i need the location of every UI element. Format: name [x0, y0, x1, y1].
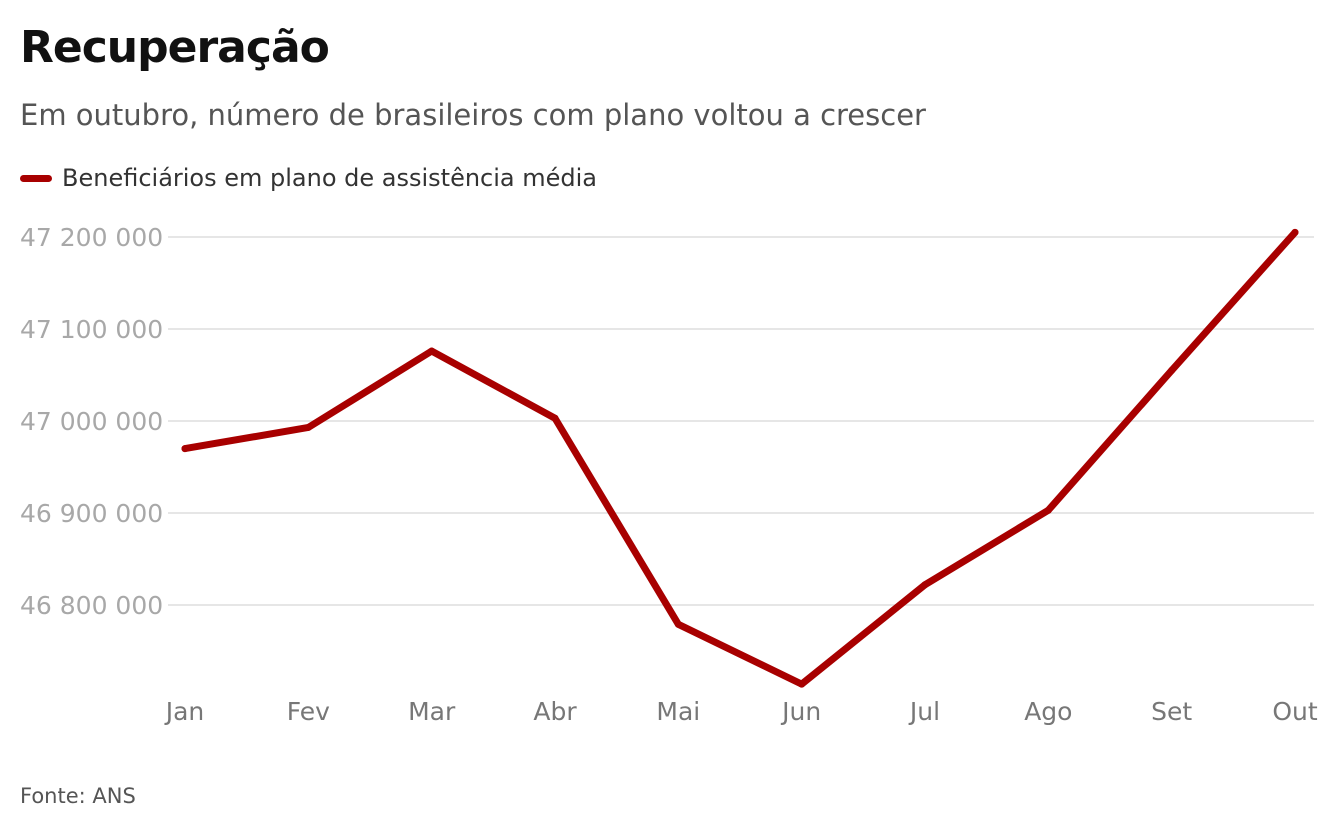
- y-tick-label: 46 800 000: [20, 591, 163, 620]
- x-tick-label: Jan: [164, 697, 205, 726]
- x-tick-label: Mai: [656, 697, 700, 726]
- chart-subtitle: Em outubro, número de brasileiros com pl…: [20, 98, 926, 132]
- data-point: [674, 620, 682, 628]
- data-point: [798, 680, 806, 688]
- x-tick-label: Out: [1272, 697, 1318, 726]
- x-tick-label: Jul: [908, 697, 940, 726]
- x-tick-label: Ago: [1024, 697, 1072, 726]
- gridlines: [168, 236, 1314, 606]
- data-point: [181, 445, 189, 453]
- x-tick-label: Abr: [533, 697, 577, 726]
- data-point: [1044, 506, 1052, 514]
- data-point: [1291, 228, 1299, 236]
- data-point: [921, 581, 929, 589]
- data-point: [551, 414, 559, 422]
- legend: Beneficiários em plano de assistência mé…: [20, 164, 597, 192]
- x-tick-label: Mar: [408, 697, 456, 726]
- series-line: [181, 228, 1299, 688]
- y-tick-label: 47 100 000: [20, 315, 163, 344]
- x-tick-label: Set: [1151, 697, 1192, 726]
- legend-swatch: [20, 174, 52, 182]
- x-tick-label: Fev: [287, 697, 330, 726]
- x-tick-label: Jun: [780, 697, 821, 726]
- legend-label: Beneficiários em plano de assistência mé…: [62, 164, 598, 192]
- y-tick-label: 46 900 000: [20, 499, 163, 528]
- data-point: [304, 423, 312, 431]
- chart-title: Recuperação: [20, 22, 330, 73]
- x-axis-ticks: Jan Fev Mar Abr Mai Jun Jul Ago Set Out: [164, 697, 1318, 726]
- series-layer: [181, 228, 1299, 688]
- y-tick-label: 47 200 000: [20, 223, 163, 252]
- data-point: [1168, 366, 1176, 374]
- data-point: [428, 347, 436, 355]
- y-tick-label: 47 000 000: [20, 407, 163, 436]
- source-note: Fonte: ANS: [20, 784, 136, 808]
- y-axis-ticks: 46 800 000 46 900 000 47 000 000 47 100 000…: [20, 223, 163, 620]
